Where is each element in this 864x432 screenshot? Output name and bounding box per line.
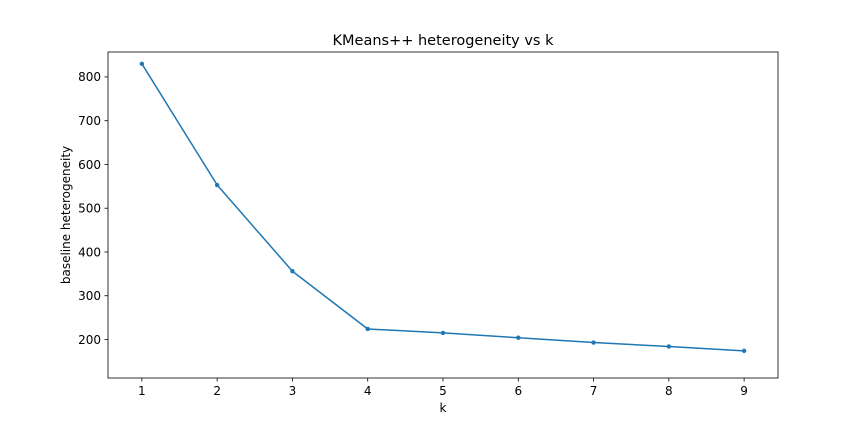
data-point	[290, 269, 295, 274]
data-point	[741, 348, 747, 354]
plot-frame	[107, 51, 779, 379]
y-tick-label: 200	[78, 333, 101, 347]
x-tick-label: 2	[213, 384, 221, 398]
x-tick-label: 7	[590, 384, 598, 398]
y-tick-label: 800	[78, 70, 101, 84]
data-point	[591, 340, 596, 345]
y-tick-label: 500	[78, 202, 101, 216]
data-point	[139, 61, 145, 67]
x-tick-label: 5	[439, 384, 447, 398]
data-point	[516, 335, 521, 340]
y-tick-label: 400	[78, 245, 101, 259]
x-tick-label: 3	[289, 384, 297, 398]
data-point	[365, 326, 370, 332]
y-axis-ticks: 200 300 400 500 600 700 800	[78, 70, 108, 347]
x-tick-label: 9	[740, 384, 748, 398]
data-point	[214, 182, 220, 188]
y-tick-label: 300	[78, 289, 101, 303]
x-tick-label: 6	[514, 384, 522, 398]
x-tick-label: 8	[665, 384, 673, 398]
x-axis-ticks: 1 2 3 4 5 6 7 8 9	[138, 378, 748, 398]
y-tick-label: 600	[78, 158, 101, 172]
y-axis-label: baseline heterogeneity	[59, 146, 73, 284]
data-point	[666, 344, 672, 349]
data-point	[440, 330, 446, 336]
y-tick-label: 700	[78, 114, 101, 128]
chart-title: KMeans++ heterogeneity vs k	[333, 33, 555, 49]
x-tick-label: 4	[364, 384, 372, 398]
x-axis-label: k	[440, 401, 447, 415]
series-layer	[139, 61, 747, 354]
x-tick-label: 1	[138, 384, 146, 398]
